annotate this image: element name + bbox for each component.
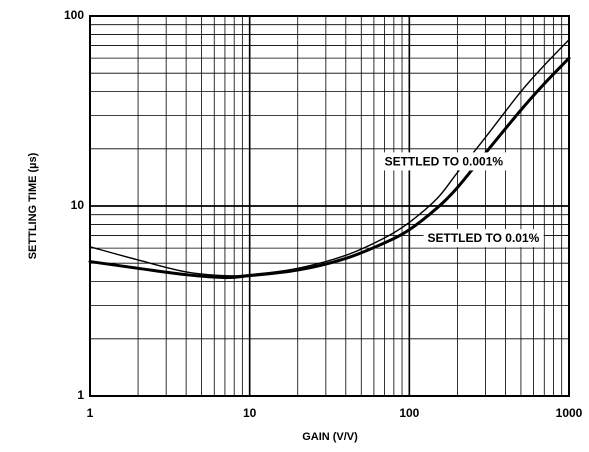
annotation-label: SETTLED TO 0.001% xyxy=(385,154,504,168)
x-tick-labels: 1 10 100 1000 xyxy=(87,406,583,420)
annotation-label: SETTLED TO 0.01% xyxy=(428,231,540,245)
series-line-1 xyxy=(89,39,570,277)
x-tick-label: 100 xyxy=(399,406,419,420)
x-tick-label: 10 xyxy=(243,406,257,420)
plot-frame xyxy=(89,15,570,397)
grid xyxy=(89,15,570,397)
x-tick-label: 1000 xyxy=(556,406,583,420)
y-tick-label: 1 xyxy=(77,388,84,402)
series-layer xyxy=(88,39,571,280)
annotations-layer: SETTLED TO 0.001% SETTLED TO 0.01% xyxy=(380,152,544,248)
y-axis-title: SETTLING TIME (µs) xyxy=(27,152,39,259)
y-tick-label: 100 xyxy=(64,8,84,22)
series-line-2 xyxy=(88,56,571,280)
x-tick-label: 1 xyxy=(87,406,94,420)
y-tick-label: 10 xyxy=(71,198,85,212)
x-axis-title: GAIN (V/V) xyxy=(302,431,358,443)
annotation-background xyxy=(423,229,544,248)
y-tick-labels: 1 10 100 xyxy=(64,8,84,402)
annotation-background xyxy=(380,152,508,171)
